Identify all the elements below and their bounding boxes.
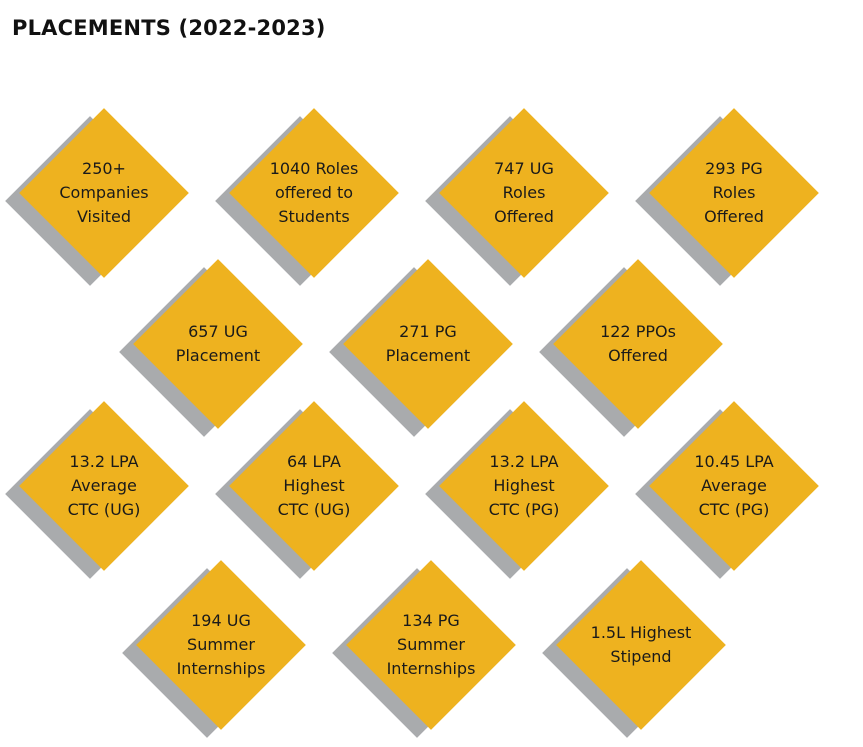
stat-line: Placement: [385, 346, 471, 365]
stat-line: offered to: [274, 183, 354, 202]
stat-line: Roles: [502, 183, 546, 202]
stat-line: Offered: [608, 346, 668, 365]
stat-tile-pg-placement: 271 PG Placement: [329, 251, 521, 437]
stat-label: 1.5L Highest Stipend: [585, 552, 697, 738]
stat-line: Roles: [712, 183, 756, 202]
stat-line: 134 PG: [402, 611, 460, 630]
stat-line: Offered: [494, 207, 554, 226]
stat-line: Summer: [397, 635, 465, 654]
stat-line: 1040 Roles: [269, 159, 359, 178]
stat-line: Students: [278, 207, 350, 226]
stat-line: Highest: [493, 476, 555, 495]
stat-line: 747 UG: [494, 159, 554, 178]
stat-tile-ug-internships: 194 UG Summer Internships: [122, 552, 314, 738]
stat-line: CTC (PG): [698, 500, 770, 519]
stat-line: 271 PG: [399, 322, 457, 341]
stat-line: Average: [71, 476, 137, 495]
stat-tile-ug-roles: 747 UG Roles Offered: [425, 100, 617, 286]
stat-line: 657 UG: [188, 322, 248, 341]
stat-label: 10.45 LPA Average CTC (PG): [678, 393, 790, 579]
stat-label: 293 PG Roles Offered: [678, 100, 790, 286]
stat-tile-companies-visited: 250+ Companies Visited: [5, 100, 197, 286]
stat-label: 13.2 LPA Highest CTC (PG): [468, 393, 580, 579]
stat-line: Summer: [187, 635, 255, 654]
stat-tile-average-ctc-ug: 13.2 LPA Average CTC (UG): [5, 393, 197, 579]
stat-tile-pg-internships: 134 PG Summer Internships: [332, 552, 524, 738]
stat-line: 10.45 LPA: [694, 452, 774, 471]
stat-tile-highest-stipend: 1.5L Highest Stipend: [542, 552, 734, 738]
stat-line: 64 LPA: [287, 452, 341, 471]
stat-line: Average: [701, 476, 767, 495]
stat-label: 271 PG Placement: [372, 251, 484, 437]
stat-label: 134 PG Summer Internships: [375, 552, 487, 738]
page-title: PLACEMENTS (2022-2023): [12, 16, 326, 40]
stat-line: Offered: [704, 207, 764, 226]
stat-line: CTC (UG): [277, 500, 351, 519]
stat-tile-highest-ctc-ug: 64 LPA Highest CTC (UG): [215, 393, 407, 579]
stat-label: 13.2 LPA Average CTC (UG): [48, 393, 160, 579]
stat-tile-highest-ctc-pg: 13.2 LPA Highest CTC (PG): [425, 393, 617, 579]
stat-line: Visited: [76, 207, 132, 226]
stat-line: 250+: [82, 159, 126, 178]
stat-label: 194 UG Summer Internships: [165, 552, 277, 738]
stat-line: Companies: [59, 183, 149, 202]
stat-line: Highest: [283, 476, 345, 495]
stat-line: 13.2 LPA: [69, 452, 139, 471]
stat-label: 747 UG Roles Offered: [468, 100, 580, 286]
stat-line: 13.2 LPA: [489, 452, 559, 471]
stat-line: 1.5L Highest: [590, 623, 692, 642]
stat-label: 122 PPOs Offered: [582, 251, 694, 437]
stat-line: Stipend: [610, 647, 672, 666]
stat-line: Internships: [386, 659, 476, 678]
stat-line: 194 UG: [191, 611, 251, 630]
stat-tile-ppos-offered: 122 PPOs Offered: [539, 251, 731, 437]
stat-label: 64 LPA Highest CTC (UG): [258, 393, 370, 579]
stat-tile-ug-placement: 657 UG Placement: [119, 251, 311, 437]
stat-line: 122 PPOs: [600, 322, 676, 341]
stat-label: 1040 Roles offered to Students: [258, 100, 370, 286]
stat-line: 293 PG: [705, 159, 763, 178]
stat-label: 657 UG Placement: [162, 251, 274, 437]
stat-tile-average-ctc-pg: 10.45 LPA Average CTC (PG): [635, 393, 827, 579]
stat-label: 250+ Companies Visited: [48, 100, 160, 286]
stat-line: Placement: [175, 346, 261, 365]
stat-line: CTC (UG): [67, 500, 141, 519]
stat-tile-roles-offered: 1040 Roles offered to Students: [215, 100, 407, 286]
stat-tile-pg-roles: 293 PG Roles Offered: [635, 100, 827, 286]
stat-line: CTC (PG): [488, 500, 560, 519]
stat-line: Internships: [176, 659, 266, 678]
